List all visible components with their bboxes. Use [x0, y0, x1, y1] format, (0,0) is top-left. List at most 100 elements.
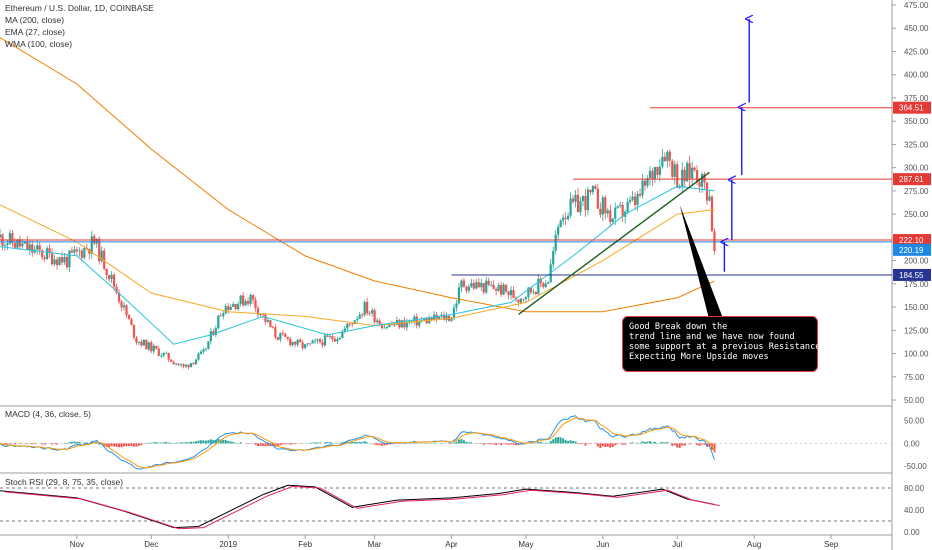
candle-body: [204, 348, 208, 350]
macd-hist-bar: [661, 441, 664, 444]
macd-hist-bar: [512, 443, 515, 445]
candle-body: [591, 186, 595, 193]
candle-body: [557, 226, 560, 235]
macd-hist-bar: [366, 442, 369, 444]
candle-body: [542, 283, 545, 287]
macd-hist-bar: [621, 443, 624, 445]
macd-hist-bar: [105, 443, 108, 448]
level-price-label: 364.51: [899, 104, 924, 113]
candle-body: [393, 324, 396, 326]
macd-hist-bar: [356, 442, 359, 444]
macd-hist-bar: [636, 442, 639, 444]
candle-body: [98, 238, 101, 262]
candle-body: [606, 210, 609, 214]
candle-body: [254, 299, 257, 309]
macd-hist-bar: [26, 443, 29, 445]
candle-body: [224, 306, 227, 314]
candle-body: [160, 355, 163, 357]
candle-body: [700, 174, 704, 187]
candle-body: [596, 188, 599, 209]
candle-body: [348, 323, 351, 325]
macd-hist-bar: [113, 443, 116, 447]
candle-body: [165, 352, 168, 354]
macd-hist-bar: [532, 442, 535, 444]
candle-body: [179, 364, 183, 366]
candle-body: [688, 163, 691, 179]
candle-body: [492, 284, 495, 289]
candle-body: [53, 259, 56, 265]
annotation-line: Good Break down the: [629, 322, 728, 332]
candle-body: [244, 300, 247, 306]
macd-hist-bar: [502, 443, 505, 445]
indicator-ema-label: EMA (27, close): [5, 27, 65, 37]
macd-hist-bar: [388, 443, 391, 445]
macd-hist-bar: [326, 442, 329, 444]
macd-hist-bar: [515, 443, 517, 446]
macd-hist-bar: [482, 443, 485, 445]
candle-body: [537, 278, 540, 295]
candle-body: [480, 282, 483, 288]
macd-hist-bar: [51, 443, 54, 445]
macd-hist-bar: [261, 443, 264, 446]
macd-hist-bar: [78, 442, 81, 444]
time-tick-label: Nov: [70, 540, 84, 549]
candle-body: [182, 364, 185, 367]
macd-hist-bar: [120, 443, 123, 448]
candle-body: [586, 189, 590, 211]
candle-body: [115, 286, 118, 293]
candle-body: [229, 306, 232, 311]
candle-body: [552, 250, 555, 265]
price-tick-label: 75.00: [904, 373, 925, 382]
candle-body: [318, 339, 322, 343]
candle-body: [460, 280, 463, 288]
macd-hist-bar: [257, 443, 259, 446]
candle-body: [356, 318, 359, 321]
candle-body: [0, 234, 2, 238]
level-price-label: 287.61: [899, 175, 924, 184]
time-tick-label: May: [518, 540, 533, 549]
candle-body: [487, 280, 490, 286]
macd-hist-bar: [378, 443, 381, 446]
macd-hist-bar: [227, 441, 230, 444]
candle-body: [589, 189, 592, 193]
candle-body: [371, 310, 374, 314]
candle-body: [343, 328, 346, 332]
candle-body: [574, 194, 577, 202]
candle-body: [308, 343, 312, 345]
level-price-label: 220.19: [899, 246, 924, 255]
candle-body: [673, 164, 676, 177]
macd-hist-bar: [688, 443, 691, 445]
candle-body: [28, 244, 31, 250]
macd-hist-bar: [182, 442, 185, 444]
candle-body: [457, 287, 461, 304]
candle-body: [331, 336, 334, 339]
macd-hist-bar: [358, 441, 361, 444]
time-tick-label: Feb: [298, 540, 312, 549]
candle-body: [663, 156, 666, 162]
candle-body: [517, 299, 520, 303]
candle-body: [584, 196, 587, 211]
level-price-tag: [893, 173, 931, 186]
macd-hist-bar: [3, 443, 6, 445]
candle-body: [638, 193, 642, 196]
candle-body: [420, 320, 423, 321]
macd-hist-bar: [452, 442, 455, 444]
macd-hist-bar: [552, 439, 555, 444]
candle-body: [519, 298, 523, 303]
macd-hist-bar: [75, 441, 78, 444]
macd-hist-bar: [658, 442, 661, 444]
macd-hist-bar: [557, 437, 560, 444]
candle-body: [43, 257, 46, 259]
candle-body: [529, 287, 532, 293]
candle-body: [368, 313, 371, 315]
macd-hist-bar: [507, 443, 510, 445]
candle-body: [341, 331, 344, 338]
callout-pointer: [679, 204, 726, 330]
macd-hist-bar: [137, 443, 140, 446]
time-tick-label: Aug: [747, 540, 761, 549]
price-tick-label: 250.00: [904, 210, 929, 219]
candle-body: [445, 315, 448, 320]
macd-hist-bar: [68, 442, 71, 444]
macd-hist-bar: [147, 442, 150, 444]
